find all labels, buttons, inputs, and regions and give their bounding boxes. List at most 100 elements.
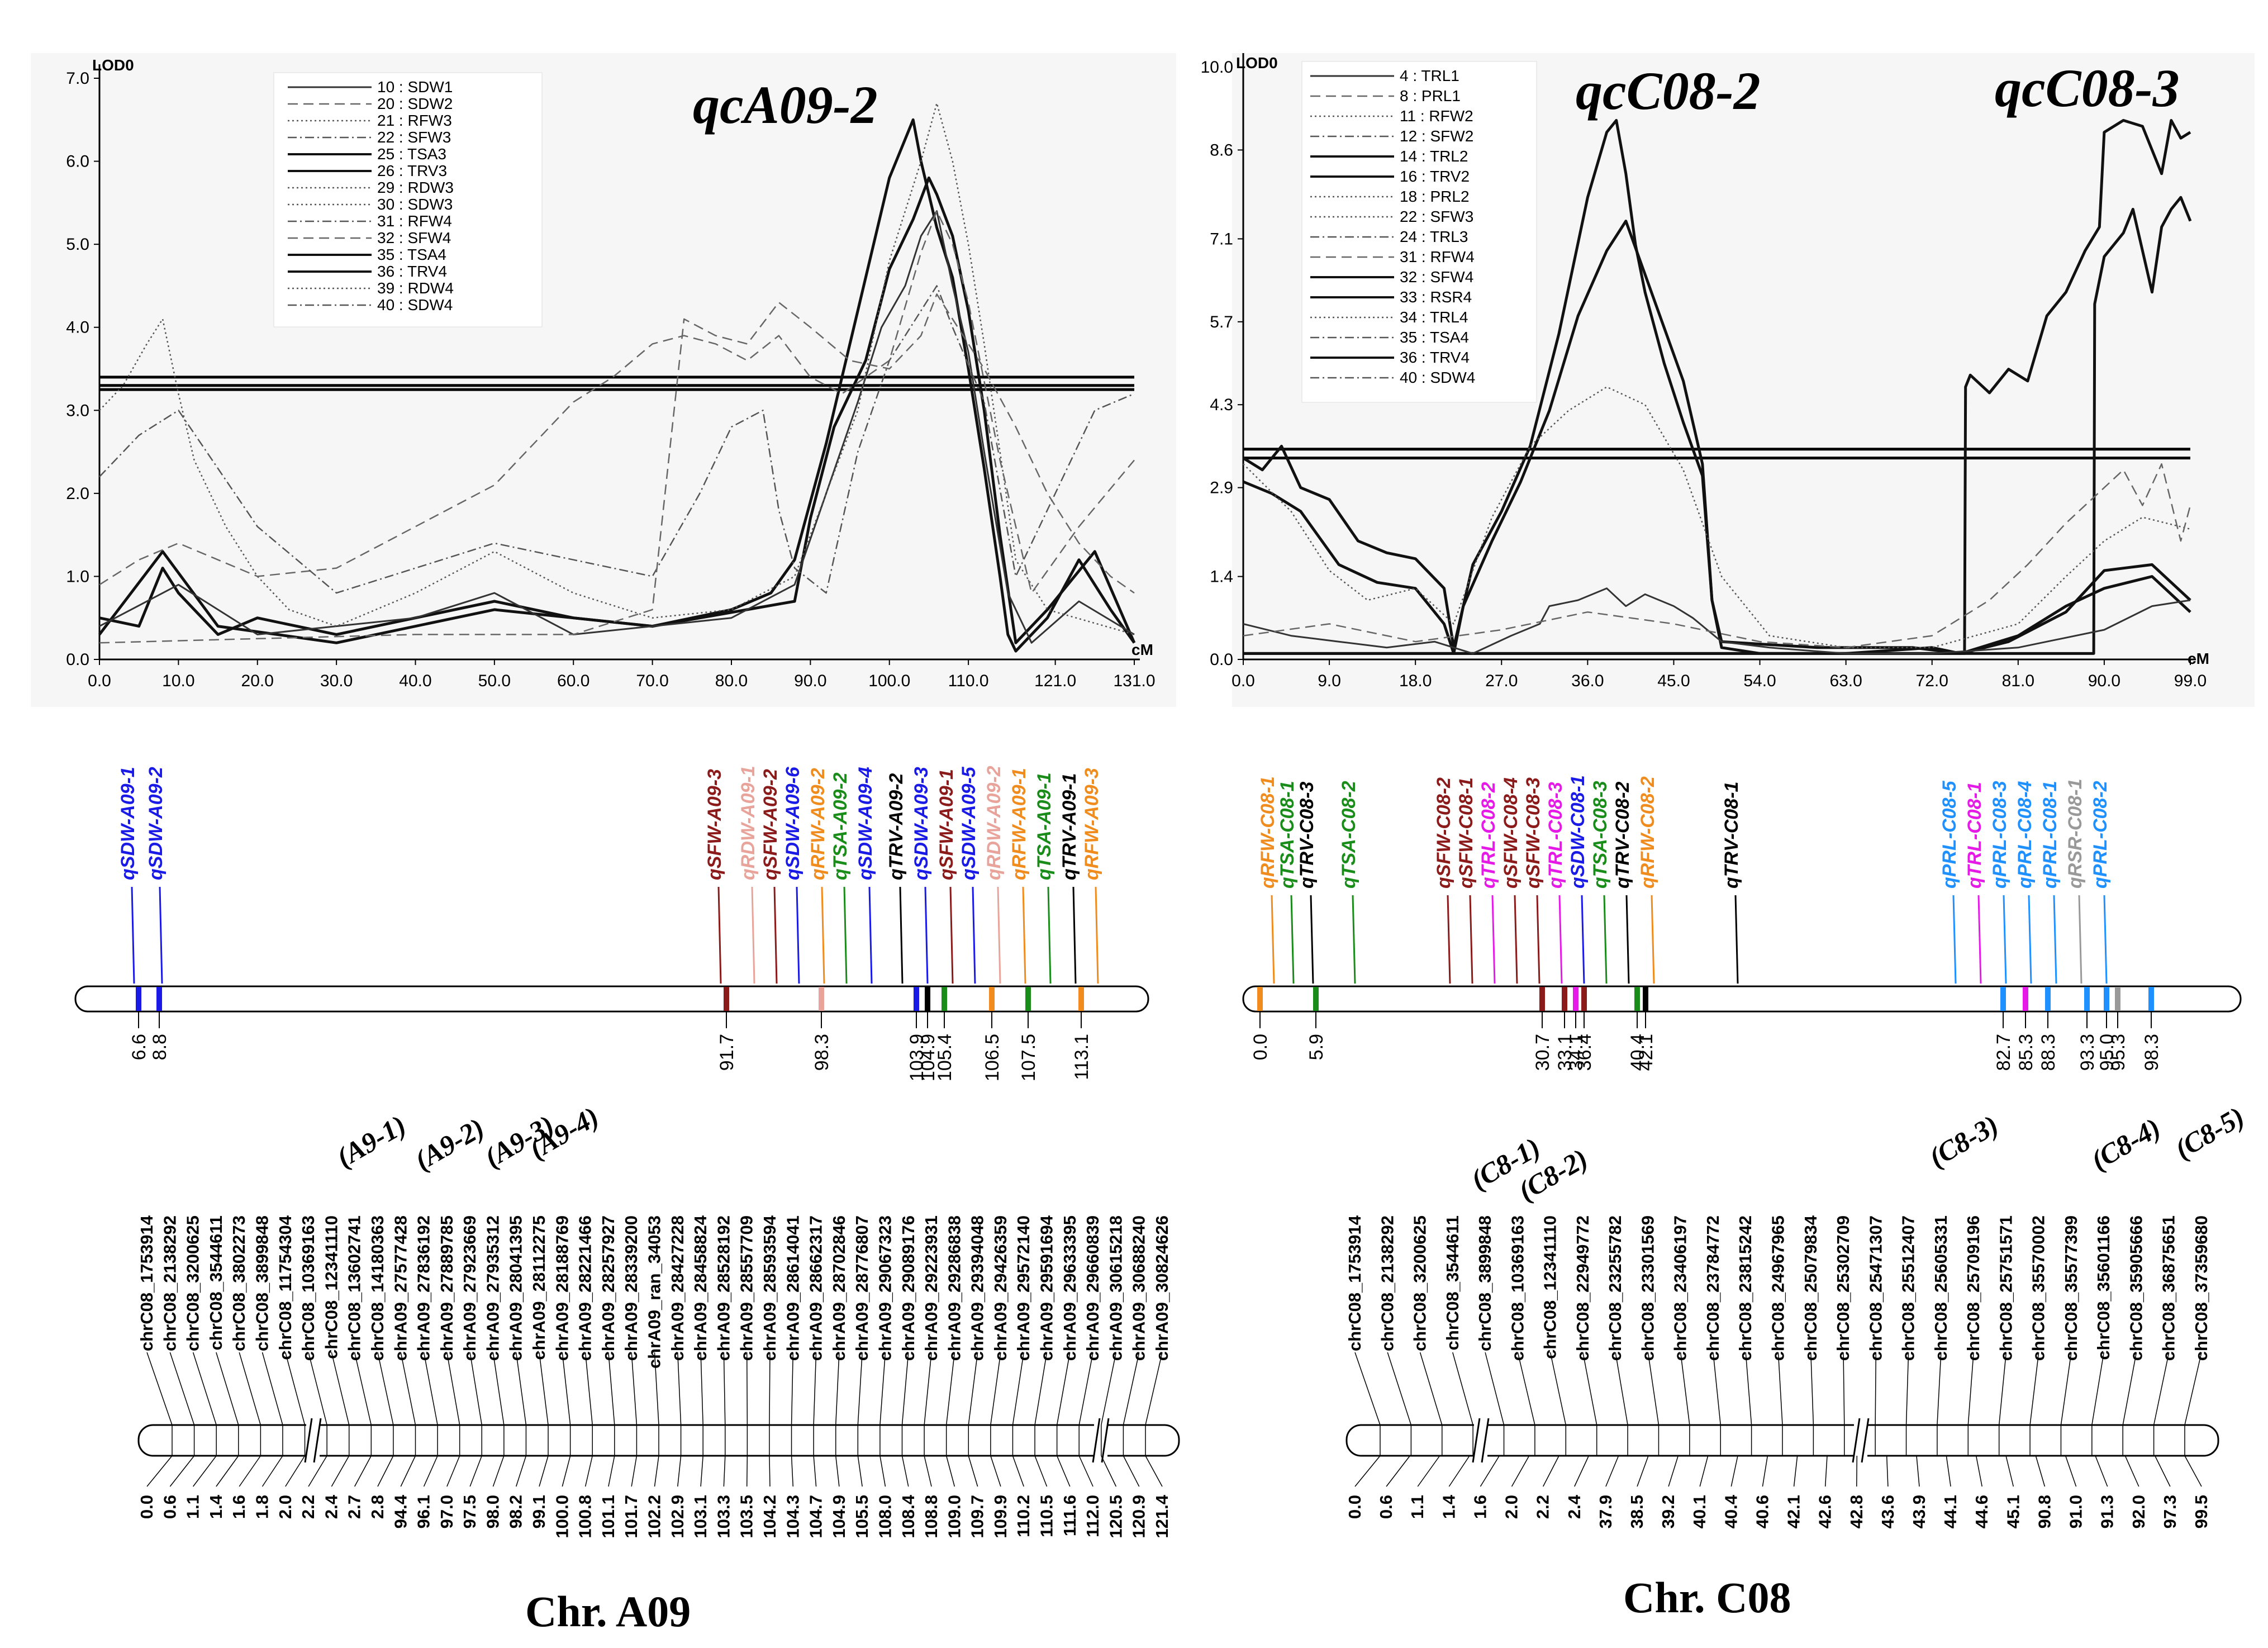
c08-qtl-chromosome [1242,985,2242,1013]
a09_qtl-label-connector [1022,886,1026,984]
a09_qtl-position: 105.4 [934,1034,955,1081]
a09_markers-position-connector [1056,1455,1071,1487]
a09_qtl-label-connector [843,886,848,984]
c08_markers-marker-position: 42.1 [1784,1495,1804,1528]
a09_markers-marker-connector [723,1352,726,1426]
c08_markers-marker-name: chrC08_37359680 [2191,1215,2211,1361]
chart_data.1-x-tick-label: 45.0 [1657,672,1690,690]
chart_data.0-legend-entry: 39 : RDW4 [377,279,454,297]
a09_markers-position-connector [631,1455,638,1487]
c08-peak-title-3: qcC08-3 [1995,58,2180,118]
a09_markers-marker-connector [239,1352,261,1426]
a09_qtl-label-connector [899,886,904,984]
c08_markers-marker-position: 1.6 [1470,1495,1490,1519]
c08_markers-marker-name: chrC08_3899848 [1475,1215,1495,1351]
c08_markers-marker-position: 97.3 [2160,1495,2180,1528]
c08_markers-break-mark [1472,1418,1481,1463]
c08_qtl-qtl-interval [2104,987,2109,1011]
a09_qtl-label: qTSA-A09-2 [830,772,851,880]
chart_data.0-x-tick-label: 0.0 [88,672,111,690]
chart_data.1-x-tick-label: 90.0 [2088,672,2120,690]
c08_markers-marker-connector [2184,1352,2202,1426]
c08-chr-title: Chr. C08 [1623,1573,1791,1622]
c08_qtl-label: qTRV-C08-3 [1296,781,1318,889]
c08_qtl-qtl-interval [1562,987,1567,1011]
a09_markers-marker-name: chrA09_28662317 [806,1215,826,1361]
c08_qtl-label: qTRL-C08-1 [1964,782,1985,889]
a09_markers-position-connector [945,1455,955,1487]
c08_qtl-qtl-interval [2023,987,2028,1011]
c08_markers-marker-connector [1615,1352,1628,1426]
c08_markers-marker-name: chrC08_23815242 [1736,1215,1755,1361]
a09_markers-marker-connector [169,1352,195,1426]
a09_markers-marker-name: chrA09_28427228 [668,1215,687,1361]
a09_qtl-label-connector [773,886,778,984]
c08_markers-marker-connector [1517,1352,1535,1426]
c08_markers-marker-position: 42.6 [1815,1495,1835,1528]
c08_markers-position-connector [2154,1455,2171,1487]
chart_data.1-legend-entry: 32 : SFW4 [1400,268,1473,286]
a09_markers-marker-connector [608,1352,615,1426]
a09_markers-marker-position: 109.7 [968,1495,987,1538]
c08_qtl-label-connector [2028,895,2032,984]
a09_markers-break-mark [313,1418,322,1463]
a09_qtl-position: 107.5 [1018,1034,1039,1081]
a09_markers-marker-name: chrC08_2138292 [160,1215,179,1351]
a09_markers-position-connector [677,1455,682,1487]
a09_markers-marker-position: 97.5 [460,1495,479,1528]
c08_markers-marker-name: chrC08_23784772 [1703,1215,1723,1361]
chart_data.1-legend-entry: 14 : TRL2 [1400,148,1468,165]
a09_markers-group-label: (A9-2) [410,1112,489,1176]
c08_markers-marker-connector [1419,1352,1443,1426]
a09_markers-position-connector [331,1455,350,1487]
c08_markers-marker-connector [1713,1352,1721,1426]
chart_data.1-legend-entry: 16 : TRV2 [1400,168,1470,185]
a09_markers-marker-connector [1056,1352,1071,1426]
chart_data.0-legend-entry: 29 : RDW3 [377,179,454,196]
a09_markers-group-label: (A9-1) [331,1109,411,1173]
c08_qtl-label: qTRV-C08-1 [1721,782,1742,889]
a09_qtl-label: qRFW-A09-2 [807,768,829,880]
c08_qtl-position: 33.1 [1554,1034,1576,1071]
chart_data.1-x-tick-label: 27.0 [1485,672,1518,690]
a09_markers-marker-connector [1078,1352,1093,1426]
a09_qtl-label: qTRV-A09-2 [886,773,907,880]
a09_qtl-label-connector [1047,886,1052,984]
c08_markers-marker-connector [1485,1352,1505,1426]
c08_markers-marker-connector [1582,1352,1597,1426]
c08-peak-title-2: qcC08-2 [1576,61,1761,121]
c08_qtl-qtl-interval [1257,987,1263,1011]
chart_data.1-y-tick-label: 2.9 [1210,479,1233,497]
a09_markers-marker-connector [901,1352,909,1426]
chart_data.0-y-tick-label: 4.0 [66,319,89,337]
a09_markers-position-connector [813,1455,817,1487]
a09_markers-marker-position: 104.2 [760,1495,779,1538]
c08-y-axis-label: LOD0 [1236,54,1278,72]
a09_qtl-label-connector [1072,886,1077,984]
chart_data.0-legend-entry: 22 : SFW3 [377,129,451,146]
c08_markers-position-connector [2065,1455,2077,1487]
a09_markers-marker-position: 109.9 [991,1495,1010,1538]
c08_markers-position-connector [1762,1455,1768,1487]
a09_markers-break-mark [304,1418,313,1463]
a09_markers-position-connector [216,1455,239,1487]
chart_data.1-x-tick-label: 0.0 [1232,672,1255,690]
a09_markers-position-connector [924,1455,932,1487]
c08_markers-marker-name: chrC08_25709196 [1963,1215,1983,1361]
c08_markers-marker-connector [2091,1352,2104,1426]
c08_markers-marker-position: 44.6 [1972,1495,1991,1528]
a09_markers-marker-connector [469,1352,483,1426]
a09_markers-marker-name: chrC08_11754304 [275,1215,295,1360]
a09_markers-marker-connector [746,1352,748,1426]
a09_markers-marker-position: 104.7 [806,1495,826,1538]
c08_markers-marker-position: 38.5 [1627,1495,1647,1528]
c08_markers-position-connector [1480,1455,1500,1487]
c08_markers-marker-position: 92.0 [2129,1495,2148,1528]
a09_markers-marker-connector [791,1352,794,1426]
c08_qtl-qtl-interval [2148,987,2154,1011]
c08_qtl-label-connector [1469,895,1473,984]
a09_qtl-qtl-interval [925,987,930,1011]
